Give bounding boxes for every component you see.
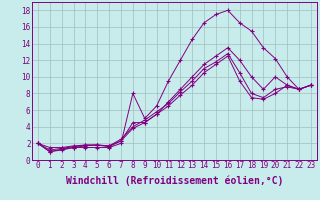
X-axis label: Windchill (Refroidissement éolien,°C): Windchill (Refroidissement éolien,°C): [66, 176, 283, 186]
